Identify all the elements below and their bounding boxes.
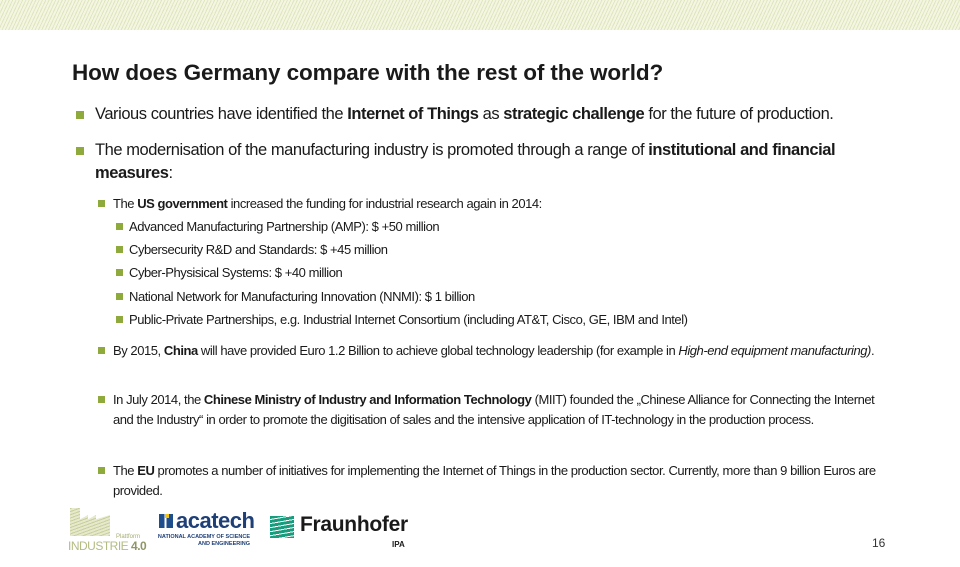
bullet-text-segment: as: [478, 105, 504, 123]
bullet-item-level-2: The US government increased the funding …: [98, 194, 883, 214]
bullet-text-segment: will have provided Euro 1.2 Billion to a…: [197, 343, 679, 358]
bullet-text-segment: Cybersecurity R&D and Standards: $ +45 m…: [129, 242, 388, 257]
bullet-text-segment: Cyber-Physisical Systems: $ +40 million: [129, 265, 343, 280]
bullet-item-level-3: Public-Private Partnerships, e.g. Indust…: [116, 310, 869, 330]
bullet-square-icon: [116, 293, 123, 300]
bullet-text-segment: .: [870, 343, 875, 358]
factory-icon: [70, 508, 110, 536]
bullet-item-level-3: Advanced Manufacturing Partnership (AMP)…: [116, 217, 869, 237]
bullet-text-segment: :: [168, 164, 173, 182]
bullet-text-segment: strategic challenge: [503, 105, 645, 123]
bullet-text-segment: US government: [137, 196, 228, 211]
bullet-text-segment: China: [163, 343, 198, 358]
bullet-text-segment: Chinese Ministry of Industry and Informa…: [203, 392, 532, 407]
bullet-text-segment: National Network for Manufacturing Innov…: [129, 289, 475, 304]
logo-industrie-version: 4.0: [131, 539, 147, 553]
logo-platform-text: Plattform: [116, 534, 141, 540]
bullet-text-segment: By 2015,: [113, 343, 164, 358]
logo-industrie-name: INDUSTRIE: [68, 539, 132, 553]
acatech-name: acatech: [176, 508, 255, 533]
bullet-item-level-2: In July 2014, the Chinese Ministry of In…: [98, 390, 883, 429]
bullet-text-segment: EU: [137, 463, 155, 478]
bullet-text-segment: Public-Private Partnerships, e.g. Indust…: [129, 312, 688, 327]
bullet-text-segment: The modernisation of the manufacturing i…: [95, 141, 649, 159]
page-number: 16: [872, 536, 886, 550]
bullet-square-icon: [98, 467, 105, 474]
bullet-item-level-3: Cybersecurity R&D and Standards: $ +45 m…: [116, 240, 869, 260]
industrie-4-0-logo: Plattform INDUSTRIE 4.0: [68, 506, 147, 554]
footer-logos: Plattform INDUSTRIE 4.0 acatech NATIONAL…: [68, 506, 428, 561]
bullet-item-level-3: Cyber-Physisical Systems: $ +40 million: [116, 263, 869, 283]
bullet-item-level-1: Various countries have identified the In…: [76, 103, 855, 126]
bullet-text-segment: institutional and financial measures: [95, 141, 836, 182]
bullet-item-level-1: The modernisation of the manufacturing i…: [76, 139, 855, 185]
decorative-header-band: [0, 0, 960, 30]
bullet-square-icon: [98, 396, 105, 403]
acatech-subtitle: NATIONAL ACADEMY OF SCIENCE AND ENGINEER…: [157, 534, 250, 547]
bullet-square-icon: [116, 223, 123, 230]
bullet-square-icon: [76, 147, 84, 155]
slide-title: How does Germany compare with the rest o…: [72, 60, 664, 85]
bullet-item-level-2: By 2015, China will have provided Euro 1…: [98, 341, 883, 361]
bullet-square-icon: [116, 316, 123, 323]
bullet-text-segment: (MIIT) founded the „Chinese Alliance for…: [113, 392, 875, 427]
bullet-text-segment: The: [113, 196, 138, 211]
fraunhofer-name: Fraunhofer: [300, 513, 408, 536]
bullet-text-segment: promotes a number of initiatives for imp…: [113, 463, 876, 498]
bullet-text-segment: High-end equipment manufacturing): [678, 343, 871, 358]
bullet-text-segment: Advanced Manufacturing Partnership (AMP)…: [129, 219, 440, 234]
bullet-square-icon: [98, 347, 105, 354]
bullet-text-segment: increased the funding for industrial res…: [227, 196, 543, 211]
bullet-square-icon: [98, 200, 105, 207]
bullet-square-icon: [116, 269, 123, 276]
fraunhofer-institute: IPA: [392, 540, 405, 549]
acatech-mark-icon: [159, 514, 173, 528]
bullet-item-level-3: National Network for Manufacturing Innov…: [116, 287, 869, 307]
bullet-text-segment: Internet of Things: [347, 105, 479, 123]
bullet-text-segment: for the future of production.: [644, 105, 834, 123]
fraunhofer-mark-icon: [270, 516, 294, 538]
bullet-text-segment: The: [113, 463, 138, 478]
bullet-text-segment: In July 2014, the: [113, 392, 204, 407]
bullet-text-segment: Various countries have identified the: [95, 105, 348, 123]
bullet-square-icon: [76, 111, 84, 119]
bullet-item-level-2: The EU promotes a number of initiatives …: [98, 461, 883, 500]
bullet-square-icon: [116, 246, 123, 253]
logo-industrie-text: INDUSTRIE 4.0: [68, 539, 147, 553]
